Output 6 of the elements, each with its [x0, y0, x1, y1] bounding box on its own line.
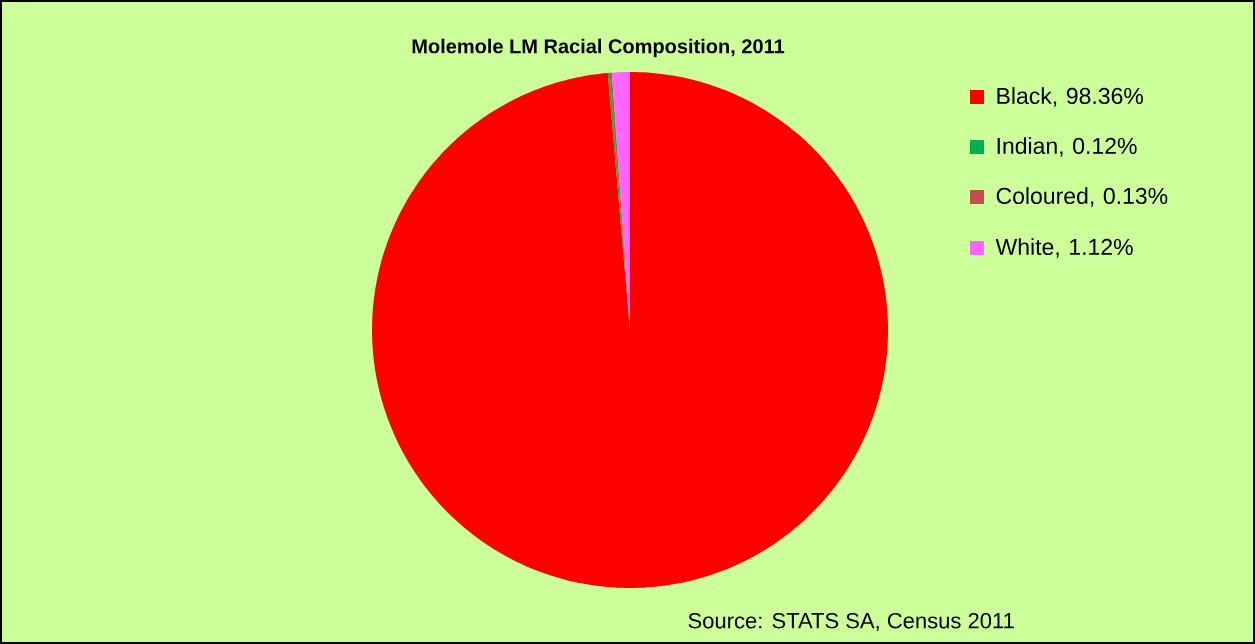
legend-label: White, 1.12% [995, 238, 1133, 258]
legend-label: Coloured, 0.13% [996, 187, 1168, 207]
legend-label: Indian, 0.12% [997, 137, 1137, 157]
source-note: Source: STATS SA, Census 2011 [688, 612, 1014, 632]
chart-title: Molemole LM Racial Composition, 2011 [412, 38, 785, 58]
legend-label: Black, 98.36% [997, 87, 1144, 107]
